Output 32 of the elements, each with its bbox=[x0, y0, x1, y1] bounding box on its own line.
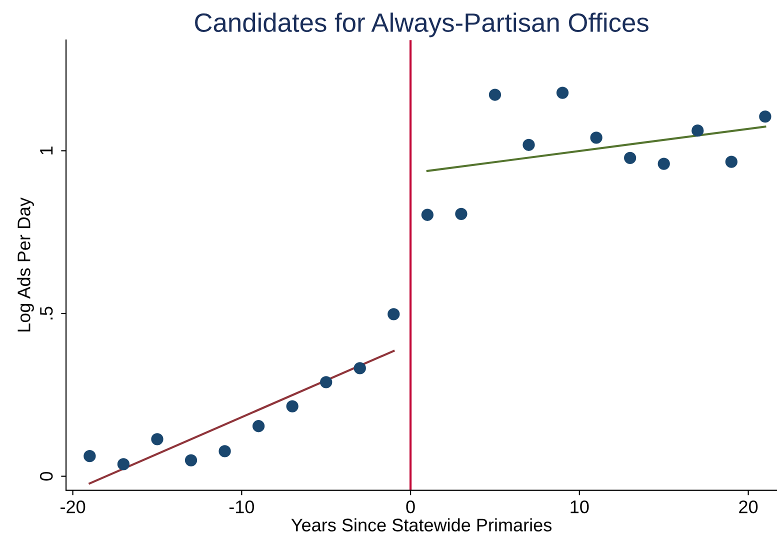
point bbox=[151, 433, 164, 446]
y-tick-label: 1 bbox=[40, 146, 53, 154]
x-axis-title: Years Since Statewide Primaries bbox=[291, 518, 552, 532]
point bbox=[488, 88, 502, 101]
x-tick-label: -20 bbox=[60, 500, 86, 514]
point bbox=[117, 458, 130, 470]
point bbox=[184, 454, 198, 466]
point bbox=[286, 400, 298, 412]
x-tick-label: 0 bbox=[406, 500, 415, 514]
y-tick-label: .5 bbox=[40, 306, 53, 320]
y-tick-label: 0 bbox=[40, 472, 53, 481]
chart-title: Candidates for Always-Partisan Offices bbox=[195, 12, 648, 38]
point bbox=[388, 308, 400, 320]
point bbox=[759, 110, 772, 123]
point bbox=[522, 138, 535, 151]
x-tick-label: 20 bbox=[739, 500, 758, 514]
point bbox=[252, 420, 265, 432]
point bbox=[692, 124, 704, 137]
point bbox=[455, 208, 468, 220]
point bbox=[658, 158, 670, 170]
point bbox=[624, 152, 636, 164]
point bbox=[556, 86, 569, 99]
point bbox=[84, 450, 96, 462]
point bbox=[725, 156, 738, 168]
x-tick-label: -10 bbox=[229, 500, 254, 514]
point bbox=[421, 208, 434, 221]
x-tick-label: 10 bbox=[570, 500, 589, 514]
point bbox=[354, 362, 366, 374]
point bbox=[320, 376, 332, 388]
point bbox=[218, 445, 231, 458]
point bbox=[590, 132, 602, 144]
y-axis-title: Log Ads Per Day bbox=[17, 197, 34, 332]
